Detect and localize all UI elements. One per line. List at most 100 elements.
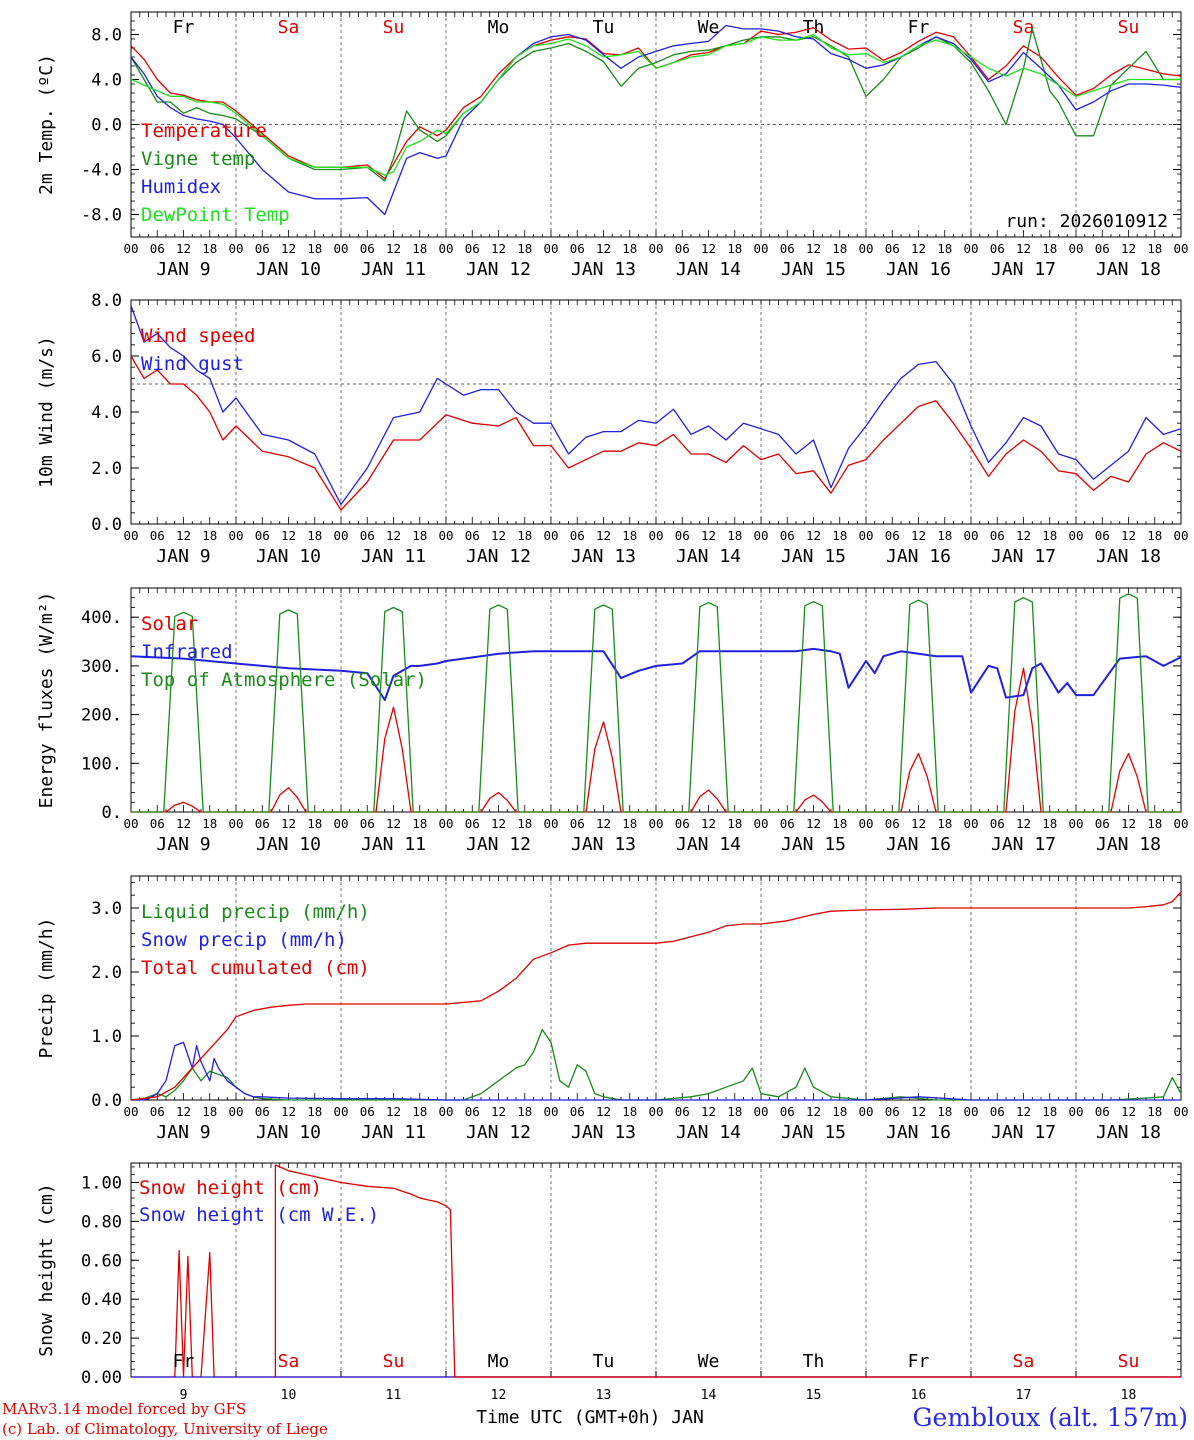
hour-tick-label: 18: [202, 528, 217, 543]
hour-tick-label: 00: [753, 528, 768, 543]
date-label: JAN 14: [676, 834, 741, 855]
y-tick-label: 0.60: [81, 1251, 122, 1271]
hour-tick-label: 06: [570, 1104, 585, 1119]
day-number: 10: [281, 1388, 297, 1403]
hour-tick-label: 12: [911, 816, 926, 831]
hour-tick-label: 06: [570, 241, 585, 256]
hour-tick-label: 18: [202, 1104, 217, 1119]
date-label: JAN 14: [676, 259, 741, 280]
hour-tick-label: 06: [675, 1104, 690, 1119]
date-label: JAN 17: [991, 1122, 1056, 1143]
run-label: run: 2026010912: [1005, 211, 1168, 232]
day-number: 13: [596, 1388, 612, 1403]
day-number: 18: [1121, 1388, 1137, 1403]
series-line-top-of-atmosphere-solar-: [131, 593, 1182, 813]
hour-tick-label: 00: [1173, 528, 1188, 543]
weekday-label: Fr: [173, 17, 195, 38]
y-tick-label: 0.40: [81, 1290, 122, 1310]
hour-tick-label: 00: [228, 528, 243, 543]
y-tick-label: -8.0: [81, 206, 122, 226]
hour-tick-label: 18: [1147, 528, 1162, 543]
hour-tick-label: 06: [255, 816, 270, 831]
weekday-label: Sa: [278, 1351, 300, 1372]
panel-precip: 00 06 12 18 JAN 9 00 06 12 18 JAN 10 00 06 12 18 JAN 1…: [36, 875, 1189, 1143]
legend-entry: Snow height (cm): [139, 1177, 322, 1199]
hour-tick-label: 18: [412, 816, 427, 831]
hour-tick-label: 00: [333, 528, 348, 543]
hour-tick-label: 18: [727, 1104, 742, 1119]
date-label: JAN 15: [781, 259, 846, 280]
series-line-dewpoint-temp: [130, 33, 1181, 176]
date-label: JAN 10: [256, 834, 321, 855]
date-label: JAN 13: [571, 1122, 636, 1143]
hour-tick-label: 06: [150, 528, 165, 543]
hour-tick-label: 06: [255, 528, 270, 543]
hour-tick-label: 18: [517, 1104, 532, 1119]
hour-tick-label: 18: [1147, 816, 1162, 831]
model-credit: MARv3.14 model forced by GFS: [2, 1400, 247, 1418]
hour-tick-label: 12: [386, 241, 401, 256]
hour-tick-label: 12: [491, 241, 506, 256]
y-tick-label: 200.: [81, 706, 122, 726]
series-line-total-cumulated-cm-: [130, 891, 1182, 1101]
y-tick-label: 2.0: [91, 963, 122, 983]
series-line-vigne-temp: [130, 28, 1181, 182]
legend-entry: Snow precip (mm/h): [141, 929, 347, 951]
date-label: JAN 17: [991, 834, 1056, 855]
hour-tick-label: 00: [1068, 528, 1083, 543]
hour-tick-label: 12: [491, 816, 506, 831]
date-label: JAN 11: [361, 546, 426, 567]
series-line-wind-speed: [130, 355, 1182, 511]
y-tick-label: 4.0: [91, 71, 122, 91]
hour-tick-label: 06: [675, 528, 690, 543]
hour-tick-label: 06: [570, 816, 585, 831]
hour-tick-label: 06: [465, 241, 480, 256]
date-label: JAN 16: [886, 259, 951, 280]
y-tick-label: 0.: [102, 803, 122, 823]
y-tick-label: 3.0: [91, 899, 122, 919]
y-tick-label: 400.: [81, 608, 122, 628]
legend-entry: DewPoint Temp: [141, 204, 290, 226]
hour-tick-label: 12: [1016, 241, 1031, 256]
hour-tick-label: 12: [806, 816, 821, 831]
hour-tick-label: 06: [780, 1104, 795, 1119]
hour-tick-label: 06: [885, 1104, 900, 1119]
panel-flux: 00 06 12 18 JAN 9 00 06 12 18 JAN 10 00 06 12 18 JAN 1…: [36, 587, 1189, 855]
date-label: JAN 11: [361, 1122, 426, 1143]
weekday-label: Sa: [1013, 1351, 1035, 1372]
legend-entry: Solar: [141, 613, 198, 635]
y-tick-label: 4.0: [91, 403, 122, 423]
hour-tick-label: 06: [1095, 528, 1110, 543]
panel-snow: 0.00 0.20 0.40 0.60 0.80 1.00 Snow height (cm)…: [36, 1162, 1182, 1428]
hour-tick-label: 18: [832, 816, 847, 831]
hour-tick-label: 18: [1042, 241, 1057, 256]
weekday-label: Tu: [593, 17, 615, 38]
hour-tick-label: 12: [491, 528, 506, 543]
weekday-label: Su: [383, 1351, 405, 1372]
hour-tick-label: 12: [281, 241, 296, 256]
plot-frame: [130, 587, 1182, 813]
y-tick-label: 0.0: [91, 515, 122, 535]
series-line-infrared: [130, 647, 1182, 701]
date-label: JAN 12: [466, 1122, 531, 1143]
hour-tick-label: 06: [1095, 1104, 1110, 1119]
hour-tick-label: 06: [1095, 816, 1110, 831]
hour-tick-label: 06: [150, 816, 165, 831]
date-label: JAN 9: [156, 834, 210, 855]
hour-tick-label: 00: [228, 816, 243, 831]
hour-tick-label: 18: [307, 241, 322, 256]
hour-tick-label: 12: [806, 1104, 821, 1119]
hour-tick-label: 00: [438, 528, 453, 543]
day-number: 9: [180, 1388, 188, 1403]
date-label: JAN 18: [1096, 546, 1161, 567]
hour-tick-label: 18: [307, 816, 322, 831]
y-tick-label: 300.: [81, 657, 122, 677]
legend-entry: Infrared: [141, 641, 233, 663]
legend-entry: Total cumulated (cm): [141, 957, 370, 979]
weekday-label: Mo: [488, 17, 510, 38]
hour-tick-label: 12: [1121, 816, 1136, 831]
legend-entry: Top of Atmosphere (Solar): [141, 669, 427, 691]
weekday-label: Fr: [908, 1351, 930, 1372]
date-label: JAN 12: [466, 546, 531, 567]
hour-tick-label: 12: [1016, 816, 1031, 831]
